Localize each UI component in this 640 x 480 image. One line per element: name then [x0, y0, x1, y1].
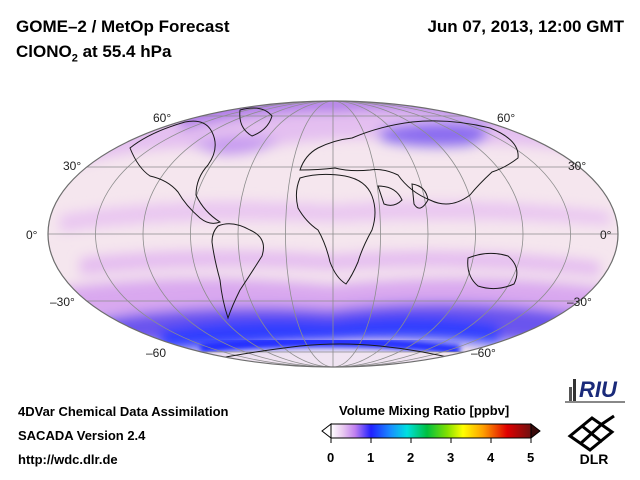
colorbar-tick-3: 3 [447, 450, 455, 465]
colorbar-tick-1: 1 [367, 450, 375, 465]
eurasia-coastline [299, 120, 519, 205]
lat-label-left-minus60: –60 [146, 346, 167, 360]
lat-label-left-60: 60° [153, 111, 172, 125]
greenland-coastline [239, 107, 273, 137]
lat-label-right-60: 60° [497, 111, 516, 125]
riu-logo-icon: RIU [565, 377, 625, 403]
australia-coastline [467, 252, 518, 290]
dlr-logo-text: DLR [580, 451, 609, 467]
north-america-coastline [129, 120, 222, 224]
riu-logo-text: RIU [579, 377, 618, 402]
globe-outline [47, 100, 619, 368]
lat-label-right-minus30: –30° [567, 295, 592, 309]
arabia-india-coastline [377, 183, 429, 209]
footer-url[interactable]: http://wdc.dlr.de [18, 452, 118, 467]
colorbar-tick-0: 0 [327, 450, 335, 465]
globe-fill [48, 101, 618, 367]
south-america-coastline [211, 223, 264, 320]
lat-label-left-0: 0° [26, 228, 38, 242]
colorbar [321, 422, 541, 443]
lat-label-right-minus60: –60° [471, 346, 496, 360]
colorbar-title: Volume Mixing Ratio [ppbv] [339, 403, 510, 418]
lat-label-left-minus30: –30° [50, 295, 75, 309]
dlr-logo-icon: DLR [567, 414, 615, 467]
antarctica-coastline [209, 343, 461, 361]
footer-line-1: 4DVar Chemical Data Assimilation [18, 404, 229, 419]
footer-line-2: SACADA Version 2.4 [18, 428, 146, 443]
forecast-datetime: Jun 07, 2013, 12:00 GMT [427, 17, 624, 36]
colorbar-tick-4: 4 [487, 450, 495, 465]
colorbar-tick-5: 5 [527, 450, 535, 465]
lat-label-right-0: 0° [600, 228, 612, 242]
map-title: GOME–2 / MetOp Forecast [16, 17, 230, 36]
lat-label-left-30: 30° [63, 159, 82, 173]
map-subtitle: ClONO2 at 55.4 hPa [16, 42, 172, 65]
africa-coastline [295, 173, 376, 285]
lat-label-right-30: 30° [568, 159, 587, 173]
colorbar-tick-2: 2 [407, 450, 415, 465]
